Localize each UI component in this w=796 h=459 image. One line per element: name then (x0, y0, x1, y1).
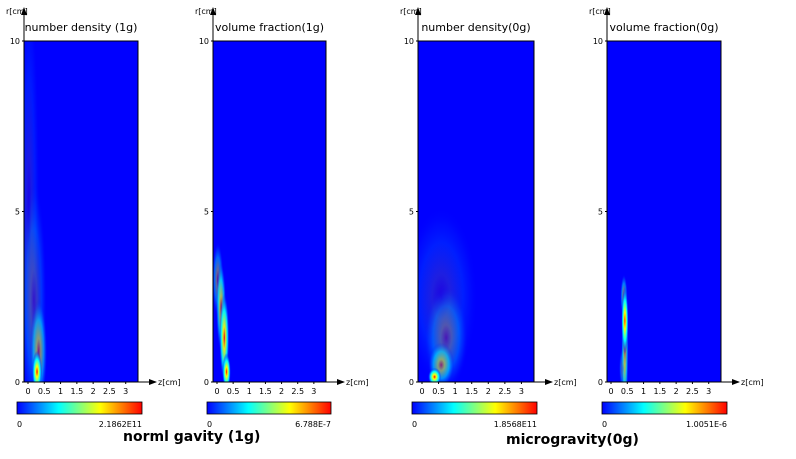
x-axis-label: z[cm] (158, 378, 181, 387)
x-axis-arrow (337, 379, 345, 385)
colorbar-max-label: 1.0051E-6 (686, 420, 727, 429)
group-label-normal-gravity: norml gavity (1g) (123, 429, 261, 445)
y-axis-arrow (604, 7, 610, 15)
x-tick-label: 1 (247, 387, 252, 396)
group-label-microgravity: microgravity(0g) (506, 432, 639, 448)
x-tick-label: 2.5 (291, 387, 304, 396)
x-tick-label: 1.5 (465, 387, 478, 396)
y-axis-label: r[cm] (6, 7, 28, 16)
y-axis-label: r[cm] (589, 7, 611, 16)
colorbar-min-label: 0 (412, 420, 417, 429)
y-tick-label: 0 (15, 378, 20, 387)
panel-3: r[cm] z[cm] number density(0g) 0 5 10 0 0.5 1 1.5… (400, 7, 577, 429)
x-tick-label: 0.5 (38, 387, 51, 396)
x-tick-label: 2.5 (103, 387, 116, 396)
x-tick-label: 1 (58, 387, 63, 396)
y-tick-label: 5 (15, 208, 20, 217)
x-tick-label: 0 (25, 387, 30, 396)
x-tick-label: 0 (608, 387, 613, 396)
x-tick-label: 2.5 (686, 387, 699, 396)
x-axis-arrow (732, 379, 740, 385)
x-axis-label: z[cm] (554, 378, 577, 387)
x-axis-label: z[cm] (741, 378, 764, 387)
colorbar (206, 401, 332, 415)
x-tick-label: 2 (486, 387, 491, 396)
x-tick-label: 2 (91, 387, 96, 396)
panel-2: r[cm] z[cm] volume fraction(1g) 0 5 10 0 0.5 1 1.… (195, 7, 369, 429)
y-axis-label: r[cm] (195, 7, 217, 16)
x-tick-label: 1.5 (259, 387, 272, 396)
panel-title: number density (1g) (25, 21, 138, 34)
y-axis-arrow (210, 7, 216, 15)
panel-title: volume fraction(0g) (609, 21, 718, 34)
y-tick-label: 5 (598, 208, 603, 217)
plot-background (213, 41, 326, 382)
y-tick-label: 0 (204, 378, 209, 387)
x-tick-label: 1.5 (70, 387, 83, 396)
x-tick-label: 0 (419, 387, 424, 396)
x-tick-label: 1.5 (653, 387, 666, 396)
plume-1 (621, 286, 629, 355)
y-axis-label: r[cm] (400, 7, 422, 16)
x-tick-label: 3 (311, 387, 316, 396)
colorbar (16, 401, 143, 415)
x-axis-label: z[cm] (346, 378, 369, 387)
x-tick-label: 3 (706, 387, 711, 396)
panel-title: number density(0g) (421, 21, 530, 34)
x-tick-label: 3 (123, 387, 128, 396)
colorbar-max-label: 2.1862E11 (99, 420, 142, 429)
x-tick-label: 0 (214, 387, 219, 396)
colorbar-max-label: 1.8568E11 (494, 420, 537, 429)
y-tick-label: 10 (199, 37, 209, 46)
plume-1 (32, 350, 43, 382)
x-tick-label: 0.5 (227, 387, 240, 396)
x-tick-label: 2.5 (498, 387, 511, 396)
panel-1: r[cm] z[cm] number density (1g) 0 5 10 0 0.5 1 1.… (6, 7, 181, 429)
x-axis-arrow (149, 379, 157, 385)
panel-4: r[cm] z[cm] volume fraction(0g) 0 5 10 0 0.5 1 1.… (589, 7, 764, 429)
plume-3 (24, 180, 47, 382)
x-tick-label: 3 (519, 387, 524, 396)
y-tick-label: 0 (409, 378, 414, 387)
y-tick-label: 0 (598, 378, 603, 387)
colorbar (411, 401, 538, 415)
y-tick-label: 5 (409, 208, 414, 217)
y-axis-arrow (21, 7, 27, 15)
panel-title: volume fraction(1g) (215, 21, 324, 34)
colorbar-min-label: 0 (207, 420, 212, 429)
colorbar-max-label: 6.788E-7 (295, 420, 331, 429)
colorbar-min-label: 0 (17, 420, 22, 429)
y-tick-label: 5 (204, 208, 209, 217)
x-tick-label: 0.5 (432, 387, 445, 396)
x-tick-label: 1 (453, 387, 458, 396)
plume-1 (428, 367, 442, 382)
y-tick-label: 10 (10, 37, 20, 46)
x-tick-label: 1 (641, 387, 646, 396)
x-tick-label: 0.5 (621, 387, 634, 396)
y-axis-arrow (415, 7, 421, 15)
x-tick-label: 2 (674, 387, 679, 396)
y-tick-label: 10 (593, 37, 603, 46)
colorbar (601, 401, 728, 415)
x-tick-label: 2 (279, 387, 284, 396)
plume-1 (222, 353, 231, 382)
y-tick-label: 10 (404, 37, 414, 46)
x-axis-arrow (545, 379, 553, 385)
colorbar-min-label: 0 (602, 420, 607, 429)
